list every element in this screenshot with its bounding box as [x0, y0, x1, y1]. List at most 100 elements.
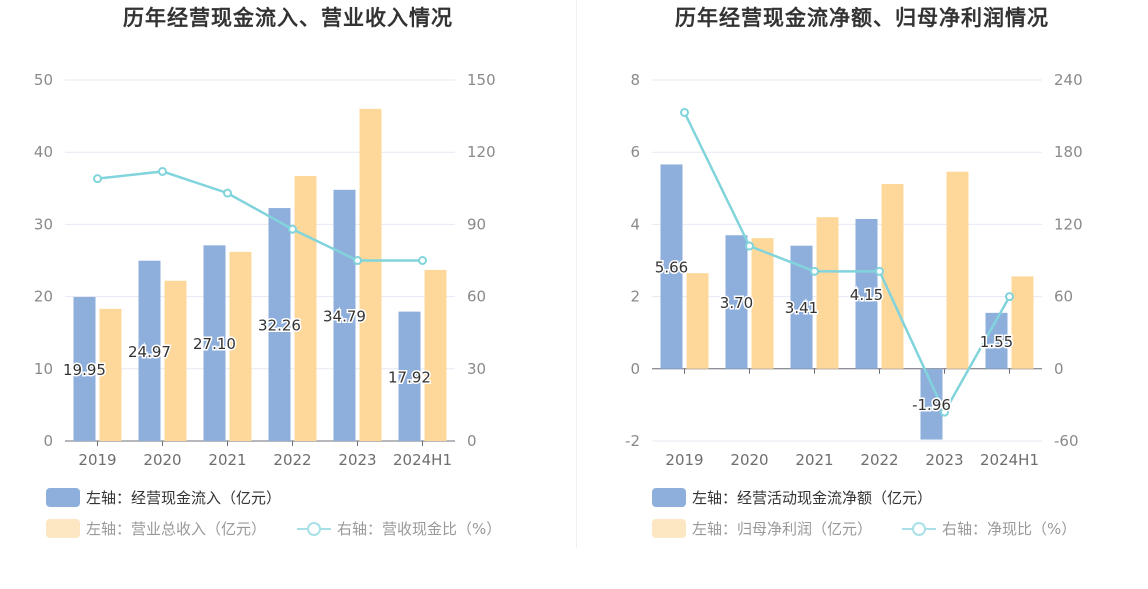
- line-point: [158, 166, 167, 176]
- chart-title: 历年经营现金流净额、归母净利润情况: [675, 6, 1049, 30]
- left-axis-tick: 10: [34, 360, 53, 378]
- legend-swatch: [46, 488, 80, 507]
- legend-label: 左轴：经营活动现金流净额（亿元）: [692, 489, 933, 507]
- data-label: 32.26: [258, 317, 301, 335]
- bar-series-1: [790, 245, 813, 369]
- line-point: [288, 224, 297, 234]
- legend-item-revenue[interactable]: 左轴：营业总收入（亿元）: [46, 518, 266, 539]
- x-axis-label: 2024H1: [393, 451, 452, 469]
- bar-series-2: [881, 183, 904, 369]
- left-axis-tick: 0: [43, 432, 53, 450]
- right-axis-tick: 150: [467, 71, 496, 89]
- x-axis-label: 2023: [925, 451, 963, 469]
- left-axis-tick: 50: [34, 71, 53, 89]
- data-label: -1.96: [912, 396, 951, 414]
- legend-label: 右轴：净现比（%）: [942, 520, 1077, 538]
- bar-series-2: [424, 269, 447, 441]
- chart-title: 历年经营现金流入、营业收入情况: [123, 6, 453, 30]
- bar-series-1: [920, 368, 943, 440]
- left-axis-tick: 30: [34, 215, 53, 233]
- legend-swatch: [46, 519, 80, 538]
- line-point: [745, 241, 754, 251]
- bar-series-1: [855, 218, 878, 369]
- right-axis-tick: 0: [1054, 360, 1064, 378]
- chart-panel-cashflow-revenue: 历年经营现金流入、营业收入情况 0 0 10 30 20 60 30 90 40 120 50 150…: [34, 6, 501, 539]
- legend-item-net-cash-ratio[interactable]: 右轴：净现比（%）: [902, 518, 1076, 539]
- data-label: 1.55: [980, 333, 1013, 351]
- bar-series-2: [229, 251, 252, 441]
- left-axis-tick: 2: [630, 288, 640, 306]
- bar-series-1: [985, 312, 1008, 369]
- data-label: 4.15: [850, 286, 883, 304]
- line-point: [680, 107, 689, 117]
- bar-series-2: [686, 273, 709, 369]
- legend-item-cash-ratio[interactable]: 右轴：营收现金比（%）: [297, 518, 501, 539]
- bar-series-1: [660, 164, 683, 369]
- right-axis-tick: 60: [1054, 288, 1073, 306]
- legend-label: 左轴：营业总收入（亿元）: [86, 520, 267, 538]
- legend-line-marker: [297, 521, 331, 536]
- bar-series-1: [73, 296, 96, 441]
- line-point: [418, 256, 427, 265]
- legend-item-net-cashflow[interactable]: 左轴：经营活动现金流净额（亿元）: [652, 487, 932, 508]
- legend-line-marker: [902, 521, 936, 536]
- line-point: [223, 188, 232, 198]
- x-axis-label: 2023: [338, 451, 376, 469]
- right-axis-tick: 90: [467, 215, 486, 233]
- bar-series-1: [138, 260, 161, 441]
- x-axis-label: 2022: [860, 451, 898, 469]
- bar-series-1: [203, 245, 226, 441]
- left-axis-tick: 6: [630, 143, 640, 161]
- bar-series-1: [398, 311, 421, 441]
- legend-swatch: [652, 519, 686, 538]
- left-axis-tick: 40: [34, 143, 53, 161]
- line-point: [1005, 292, 1014, 302]
- x-axis-label: 2021: [795, 451, 833, 469]
- x-axis-label: 2019: [665, 451, 703, 469]
- legend-label: 左轴：归母净利润（亿元）: [692, 520, 873, 538]
- x-axis-label: 2020: [143, 451, 181, 469]
- bar-series-2: [359, 108, 382, 441]
- line-point: [810, 266, 819, 276]
- chart-cashflow-revenue: 0 0 10 30 20 60 30 90 40 120 50 150 2019 2020 2021 2022…: [34, 71, 496, 469]
- bar-series-2: [99, 308, 122, 441]
- legend-swatch: [652, 488, 686, 507]
- left-axis-tick: 0: [630, 360, 640, 378]
- x-axis-label: 2022: [273, 451, 311, 469]
- line-point: [93, 174, 102, 184]
- left-axis-tick: 4: [630, 215, 640, 233]
- line-series: [97, 170, 423, 262]
- data-label: 3.41: [785, 299, 818, 317]
- data-label: 19.95: [63, 361, 106, 379]
- line-point: [940, 407, 949, 417]
- bar-series-2: [164, 280, 187, 441]
- x-axis-label: 2019: [78, 451, 116, 469]
- chart-netcash-profit: -2 -60 0 0 2 60 4 120 6 180 8 240 2019 2020 2021 2022 20…: [625, 71, 1083, 469]
- bar-series-1: [725, 235, 748, 369]
- data-label: 27.10: [193, 335, 236, 353]
- bar-series-2: [751, 238, 774, 369]
- line-point: [353, 256, 362, 265]
- chart-panel-netcash-profit: 历年经营现金流净额、归母净利润情况 -2 -60 0 0 2 60 4 120 6 180 8 240…: [576, 0, 1148, 589]
- data-label: 24.97: [128, 343, 171, 361]
- bar-series-2: [294, 176, 317, 441]
- data-label: 5.66: [655, 259, 688, 277]
- right-axis-tick: 240: [1054, 71, 1083, 89]
- bar-series-2: [946, 171, 969, 369]
- data-label: 3.70: [720, 294, 753, 312]
- bar-series-2: [816, 217, 839, 369]
- right-axis-tick: 120: [467, 143, 496, 161]
- right-axis-tick: 120: [1054, 215, 1083, 233]
- line-point: [875, 266, 884, 276]
- legend-label: 右轴：营收现金比（%）: [337, 520, 502, 538]
- legend-item-cash-inflow[interactable]: 左轴：经营现金流入（亿元）: [46, 487, 281, 508]
- legend-item-net-profit[interactable]: 左轴：归母净利润（亿元）: [652, 518, 872, 539]
- data-label: 34.79: [323, 307, 366, 325]
- right-axis-tick: 30: [467, 360, 486, 378]
- data-label: 17.92: [388, 368, 431, 386]
- right-axis-tick: 180: [1054, 143, 1083, 161]
- left-axis-tick: -2: [625, 432, 640, 450]
- right-axis-tick: 0: [467, 432, 477, 450]
- x-axis-label: 2024H1: [980, 451, 1039, 469]
- line-series: [683, 111, 1011, 415]
